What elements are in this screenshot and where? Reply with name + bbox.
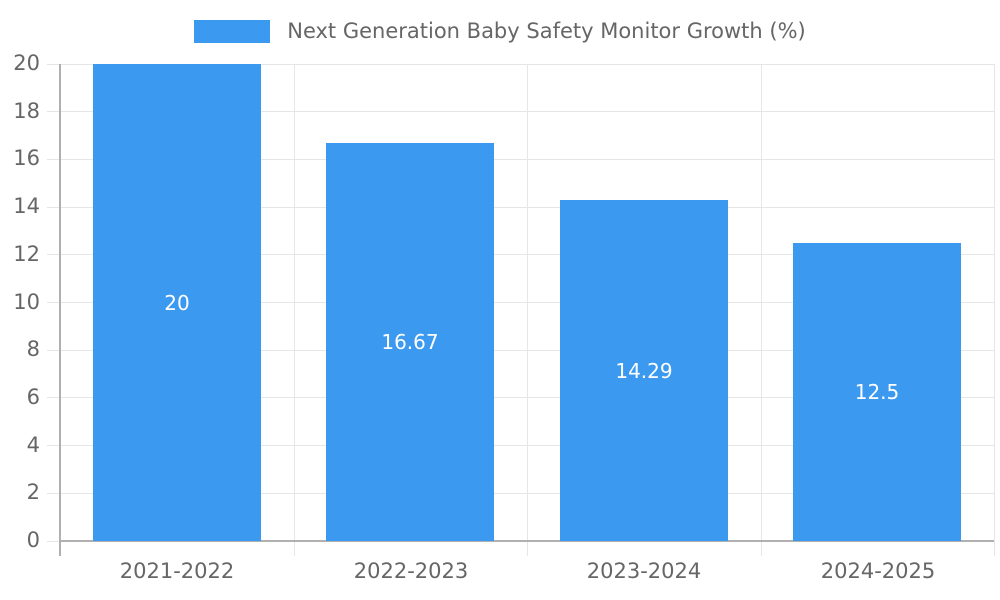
y-axis-label: 6 [26,384,40,409]
legend-swatch [194,20,271,43]
legend-label: Next Generation Baby Safety Monitor Grow… [287,19,806,43]
gridline-y [47,397,994,399]
y-axis-label: 14 [13,194,40,219]
x-axis-label: 2024-2025 [820,559,936,583]
chart-legend-item[interactable]: Next Generation Baby Safety Monitor Grow… [0,20,1000,43]
gridline-y [47,206,994,208]
bar [560,200,728,541]
bar [793,243,961,541]
y-axis-label: 2 [26,480,40,505]
bar [93,64,261,541]
y-axis-label: 0 [26,528,40,552]
gridline-x [760,64,762,556]
x-axis-label: 2023-2024 [586,559,702,583]
gridline-x [993,64,995,556]
y-axis-line [59,64,61,556]
y-axis-label: 18 [13,98,40,123]
plot-area: 0 2 4 6 8 10 12 14 16 18 20 20 16.67 14.29 12.5 2021-20… [13,53,995,583]
gridline-y [47,445,994,447]
gridline-y [47,254,994,256]
x-axis-label: 2022-2023 [353,559,469,583]
gridline-x [526,64,528,556]
x-axis-label: 2021-2022 [119,559,235,583]
gridline-y [47,63,994,65]
tick-y [47,540,60,542]
gridline-x [293,64,295,556]
gridline-y [47,158,994,160]
y-axis-label: 16 [13,146,40,171]
y-axis-label: 10 [13,289,40,314]
gridline-y [47,302,994,303]
y-axis-label: 8 [26,337,40,362]
x-axis-line [60,540,994,542]
gridline-y [47,492,994,494]
y-axis-label: 20 [13,51,40,75]
y-axis-label: 12 [13,241,40,266]
y-axis-label: 4 [26,432,40,457]
bar [326,143,494,541]
gridline-y [47,349,994,351]
gridline-y [47,111,994,113]
